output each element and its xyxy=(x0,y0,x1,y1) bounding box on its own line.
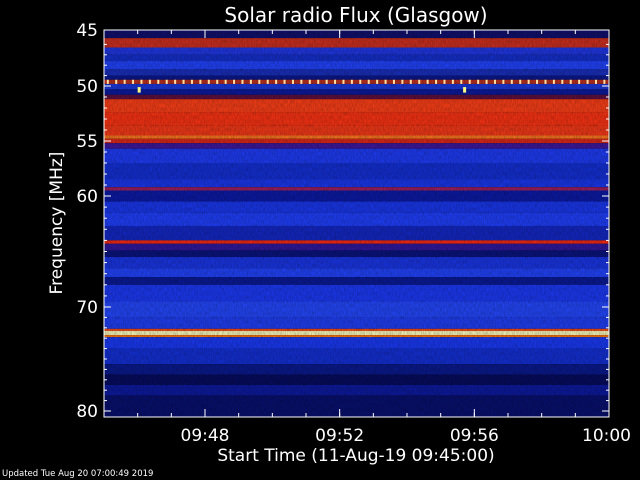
x-axis-label: Start Time (11-Aug-19 09:45:00) xyxy=(217,446,494,466)
interference-marker xyxy=(435,79,438,84)
x-axis-ticks: 09:48 09:52 09:56 10:00 xyxy=(137,30,631,446)
interference-marker xyxy=(148,79,151,84)
interference-marker xyxy=(132,79,135,84)
interference-marker xyxy=(266,79,269,84)
interference-marker xyxy=(359,79,362,84)
spectrogram-noise-texture xyxy=(104,30,609,417)
interference-marker xyxy=(300,79,303,84)
interference-marker xyxy=(451,79,454,84)
interference-marker xyxy=(249,79,252,84)
interference-marker xyxy=(106,79,109,84)
chart-title: Solar radio Flux (Glasgow) xyxy=(224,3,487,27)
interference-marker xyxy=(140,79,143,84)
y-tick-label: 80 xyxy=(76,402,98,422)
interference-marker xyxy=(123,79,126,84)
interference-marker xyxy=(376,79,379,84)
interference-marker xyxy=(384,79,387,84)
interference-marker xyxy=(291,79,294,84)
interference-marker xyxy=(502,79,505,84)
interference-marker xyxy=(317,79,320,84)
interference-marker xyxy=(275,79,278,84)
interference-marker xyxy=(510,79,513,84)
interference-marker xyxy=(536,79,539,84)
burst-marker xyxy=(137,87,141,93)
interference-marker xyxy=(224,79,227,84)
interference-marker xyxy=(392,79,395,84)
plot-frame xyxy=(103,29,610,418)
y-tick-label: 70 xyxy=(76,298,98,318)
interference-markers xyxy=(106,79,606,84)
interference-marker xyxy=(182,79,185,84)
interference-marker xyxy=(334,79,337,84)
y-tick-label: 50 xyxy=(76,77,98,97)
interference-marker xyxy=(561,79,564,84)
interference-marker xyxy=(258,79,261,84)
interference-marker xyxy=(401,79,404,84)
y-axis-ticks: 45 50 55 60 70 80 xyxy=(76,21,609,422)
interference-marker xyxy=(594,79,597,84)
interference-marker xyxy=(325,79,328,84)
interference-marker xyxy=(578,79,581,84)
interference-marker xyxy=(283,79,286,84)
x-tick-label: 09:52 xyxy=(315,426,364,446)
burst-marker xyxy=(463,87,467,93)
interference-marker xyxy=(367,79,370,84)
x-tick-label: 09:56 xyxy=(450,426,499,446)
y-tick-label: 45 xyxy=(76,21,98,41)
interference-marker xyxy=(342,79,345,84)
interference-marker xyxy=(350,79,353,84)
updated-timestamp: Updated Tue Aug 20 07:00:49 2019 xyxy=(2,469,154,479)
interference-marker xyxy=(190,79,193,84)
interference-marker xyxy=(174,79,177,84)
interference-marker xyxy=(241,79,244,84)
interference-marker xyxy=(409,79,412,84)
interference-marker xyxy=(519,79,522,84)
interference-marker xyxy=(586,79,589,84)
interference-marker xyxy=(477,79,480,84)
interference-marker xyxy=(485,79,488,84)
x-tick-label: 10:00 xyxy=(582,426,631,446)
interference-marker xyxy=(157,79,160,84)
interference-marker xyxy=(418,79,421,84)
interference-marker xyxy=(527,79,530,84)
interference-marker xyxy=(207,79,210,84)
y-axis-label: Frequency [MHz] xyxy=(47,152,67,295)
interference-marker xyxy=(544,79,547,84)
x-tick-label: 09:48 xyxy=(181,426,230,446)
interference-marker xyxy=(552,79,555,84)
interference-marker xyxy=(603,79,606,84)
interference-marker xyxy=(468,79,471,84)
interference-marker xyxy=(460,79,463,84)
interference-marker xyxy=(115,79,118,84)
interference-marker xyxy=(216,79,219,84)
interference-marker xyxy=(199,79,202,84)
interference-marker xyxy=(443,79,446,84)
y-tick-label: 55 xyxy=(76,132,98,152)
radio-bursts xyxy=(137,87,467,93)
interference-marker xyxy=(426,79,429,84)
interference-marker xyxy=(308,79,311,84)
interference-marker xyxy=(569,79,572,84)
interference-marker xyxy=(233,79,236,84)
interference-marker xyxy=(165,79,168,84)
y-tick-label: 60 xyxy=(76,187,98,207)
interference-marker xyxy=(493,79,496,84)
